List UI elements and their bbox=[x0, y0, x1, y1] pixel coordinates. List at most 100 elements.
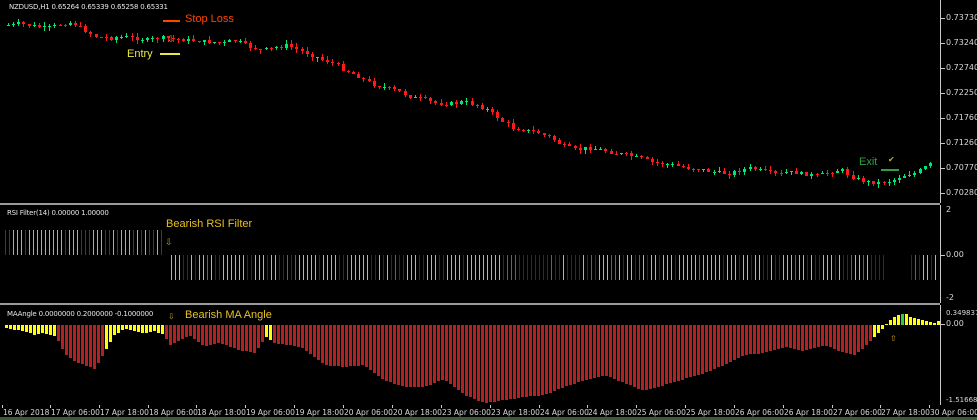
rsi-bar-bearish bbox=[935, 255, 936, 280]
ma-bar-bullish bbox=[117, 325, 120, 333]
ma-bar-bearish bbox=[565, 325, 568, 387]
rsi-bar-bearish bbox=[515, 255, 516, 280]
rsi-bar-bearish bbox=[315, 255, 316, 280]
candle-body bbox=[455, 102, 459, 104]
time-label: 18 Apr 06:00 bbox=[149, 408, 198, 417]
price-chart-pane[interactable]: NZDUSD,H1 0.65264 0.65339 0.65258 0.6533… bbox=[3, 0, 940, 203]
ma-bar-bearish bbox=[653, 325, 656, 388]
ma-angle-pane[interactable]: MAAngle 0.0000000 0.2000000 -0.1000000 ⇩… bbox=[3, 305, 940, 405]
candle-wick bbox=[167, 35, 169, 43]
ma-bar-bearish bbox=[477, 325, 480, 401]
rsi-sell-arrow-icon: ⇩ bbox=[165, 237, 173, 247]
candle-body bbox=[17, 22, 21, 24]
ma-bar-bearish bbox=[865, 325, 868, 345]
rsi-bar-bearish bbox=[763, 255, 764, 280]
ma-bar-bearish bbox=[357, 325, 360, 366]
rsi-bar-bearish bbox=[335, 255, 336, 280]
rsi-bar-bearish bbox=[687, 255, 688, 280]
candle-body bbox=[243, 40, 247, 43]
ma-bar-bearish bbox=[705, 325, 708, 373]
ma-bar-bearish bbox=[181, 325, 184, 340]
candle-body bbox=[341, 63, 345, 71]
ma-bar-bearish bbox=[797, 325, 800, 350]
candle-body bbox=[805, 171, 809, 177]
candle-wick bbox=[126, 33, 128, 38]
ma-bar-bearish bbox=[869, 325, 872, 341]
ma-bar-bullish bbox=[925, 321, 928, 325]
candle-wick bbox=[317, 56, 318, 62]
candle-body bbox=[367, 78, 371, 81]
ma-bar-bearish bbox=[185, 325, 188, 337]
candle-body bbox=[316, 57, 319, 59]
ma-bar-bearish bbox=[493, 325, 496, 402]
ma-bar-bullish bbox=[105, 325, 108, 350]
time-tick bbox=[99, 405, 100, 408]
candle-body bbox=[449, 102, 453, 106]
ma-bar-bearish bbox=[321, 325, 324, 364]
candle-wick bbox=[224, 40, 226, 46]
candle-body bbox=[321, 57, 325, 60]
rsi-bar-bullish bbox=[101, 230, 102, 255]
ma-bar-bearish bbox=[429, 325, 432, 385]
candle-body bbox=[346, 70, 350, 73]
exit-label: Exit bbox=[859, 156, 878, 168]
rsi-bar-bullish bbox=[149, 230, 150, 255]
ma-bar-bearish bbox=[533, 325, 536, 396]
ma-bar-bearish bbox=[385, 325, 388, 381]
rsi-bar-bearish bbox=[187, 255, 188, 280]
ma-bar-bearish bbox=[725, 325, 728, 364]
ma-bar-bearish bbox=[289, 325, 292, 346]
rsi-bar-bearish bbox=[243, 255, 244, 280]
rsi-bar-bearish bbox=[235, 255, 236, 280]
ma-bar-bullish bbox=[929, 322, 932, 325]
rsi-filter-pane[interactable]: RSI Filter(14) 0.00000 1.00000 Bearish R… bbox=[3, 205, 940, 303]
candle-body bbox=[841, 169, 845, 172]
rsi-bar-bullish bbox=[81, 230, 82, 255]
ma-bar-bearish bbox=[249, 325, 252, 353]
ma-bar-bearish bbox=[225, 325, 228, 346]
ma-bar-bearish bbox=[241, 325, 244, 351]
ma-bar-bearish bbox=[597, 325, 600, 377]
rsi-bar-bearish bbox=[707, 255, 708, 280]
ma-bar-bearish bbox=[609, 325, 612, 378]
ma-bar-bearish bbox=[433, 325, 436, 383]
ma-bar-bearish bbox=[773, 325, 776, 350]
candle-wick bbox=[157, 36, 159, 44]
rsi-bar-bearish bbox=[719, 255, 720, 280]
time-tick bbox=[294, 405, 295, 408]
candle-body bbox=[676, 164, 680, 166]
ma-bar-bearish bbox=[809, 325, 812, 350]
rsi-bar-bearish bbox=[223, 255, 224, 280]
ma-bar-bearish bbox=[393, 325, 396, 384]
rsi-bar-bullish bbox=[57, 230, 58, 255]
ma-bar-bearish bbox=[821, 325, 824, 346]
candle-body bbox=[511, 123, 515, 129]
rsi-bar-bullish bbox=[105, 230, 106, 255]
ma-bar-bearish bbox=[257, 325, 260, 348]
rsi-bar-bearish bbox=[499, 255, 500, 280]
ma-bar-bearish bbox=[277, 325, 280, 344]
rsi-bar-bearish bbox=[927, 255, 928, 280]
ma-bar-bearish bbox=[613, 325, 616, 379]
ma-bar-bearish bbox=[89, 325, 92, 368]
candle-body bbox=[558, 140, 562, 144]
rsi-bar-bearish bbox=[871, 255, 872, 280]
ma-bar-bearish bbox=[845, 325, 848, 354]
candle-body bbox=[614, 153, 618, 155]
rsi-bar-bearish bbox=[451, 255, 452, 280]
ma-bar-bearish bbox=[593, 325, 596, 378]
ma-bar-bearish bbox=[165, 325, 168, 339]
candle-body bbox=[233, 39, 237, 41]
rsi-bar-bullish bbox=[141, 230, 142, 255]
pane-divider[interactable] bbox=[0, 203, 940, 205]
pane-divider[interactable] bbox=[0, 303, 940, 305]
time-label: 26 Apr 06:00 bbox=[735, 408, 784, 417]
ma-bar-bearish bbox=[757, 325, 760, 354]
rsi-bar-bearish bbox=[495, 255, 496, 280]
candle-body bbox=[110, 37, 113, 40]
candle-wick bbox=[718, 167, 720, 174]
rsi-bar-bullish bbox=[73, 230, 74, 255]
ma-bar-bearish bbox=[673, 325, 676, 382]
candle-body bbox=[403, 91, 407, 95]
candle-body bbox=[810, 174, 814, 177]
